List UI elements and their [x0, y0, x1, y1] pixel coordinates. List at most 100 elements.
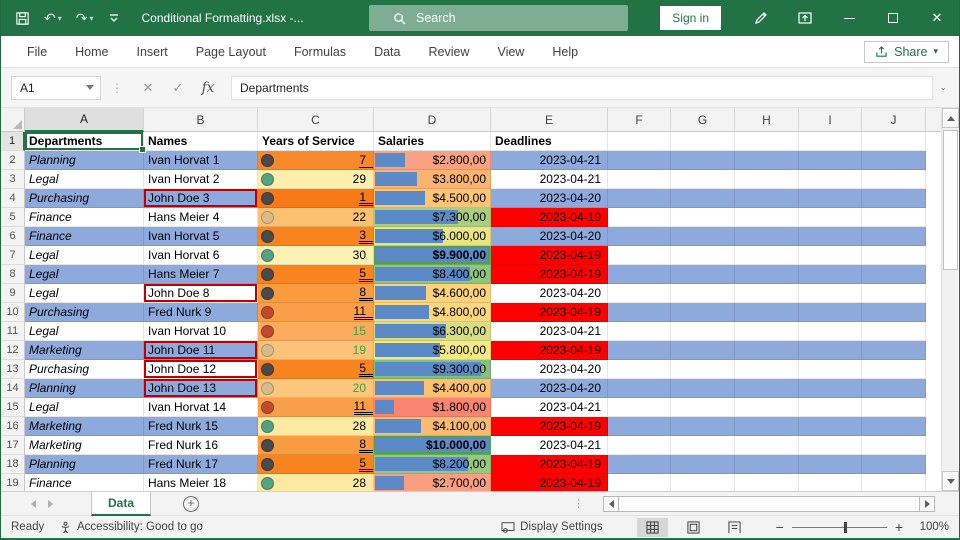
cell-H1[interactable] [735, 132, 799, 151]
name-box[interactable]: A1 [11, 76, 101, 100]
cell-I3[interactable] [799, 170, 862, 189]
cell-E16[interactable]: 2023-04-19 [491, 417, 608, 436]
new-sheet-icon[interactable]: + [183, 496, 199, 512]
row-header-13[interactable]: 13 [1, 360, 25, 379]
cell-H4[interactable] [735, 189, 799, 208]
cell-D13[interactable]: $9.300,00 [374, 360, 491, 379]
cell-C15[interactable]: 11 [258, 398, 374, 417]
row-header-10[interactable]: 10 [1, 303, 25, 322]
cell-I11[interactable] [799, 322, 862, 341]
ribbon-tab-home[interactable]: Home [63, 39, 120, 65]
cell-C3[interactable]: 29 [258, 170, 374, 189]
cell-B15[interactable]: Ivan Horvat 14 [144, 398, 258, 417]
cell-A14[interactable]: Planning [25, 379, 144, 398]
cell-G14[interactable] [671, 379, 735, 398]
cell-F9[interactable] [608, 284, 671, 303]
row-header-16[interactable]: 16 [1, 417, 25, 436]
cell-C16[interactable]: 28 [258, 417, 374, 436]
cell-E19[interactable]: 2023-04-19 [491, 474, 608, 491]
row-header-18[interactable]: 18 [1, 455, 25, 474]
undo-dropdown-icon[interactable]: ▾ [58, 14, 62, 23]
cell-H3[interactable] [735, 170, 799, 189]
cell-I16[interactable] [799, 417, 862, 436]
redo-dropdown-icon[interactable]: ▾ [89, 14, 93, 23]
cell-I13[interactable] [799, 360, 862, 379]
cell-J6[interactable] [862, 227, 926, 246]
cell-A4[interactable]: Purchasing [25, 189, 144, 208]
cell-F8[interactable] [608, 265, 671, 284]
cell-D12[interactable]: $5.800,00 [374, 341, 491, 360]
cell-B5[interactable]: Hans Meier 4 [144, 208, 258, 227]
cell-H7[interactable] [735, 246, 799, 265]
cell-G10[interactable] [671, 303, 735, 322]
cell-I12[interactable] [799, 341, 862, 360]
cell-H5[interactable] [735, 208, 799, 227]
cell-J10[interactable] [862, 303, 926, 322]
cell-I17[interactable] [799, 436, 862, 455]
cell-E17[interactable]: 2023-04-21 [491, 436, 608, 455]
cell-C14[interactable]: 20 [258, 379, 374, 398]
row-header-9[interactable]: 9 [1, 284, 25, 303]
cell-B18[interactable]: Fred Nurk 17 [144, 455, 258, 474]
cell-E8[interactable]: 2023-04-19 [491, 265, 608, 284]
cell-A8[interactable]: Legal [25, 265, 144, 284]
cell-E5[interactable]: 2023-04-19 [491, 208, 608, 227]
column-header-G[interactable]: G [671, 108, 735, 132]
cell-J15[interactable] [862, 398, 926, 417]
cell-H18[interactable] [735, 455, 799, 474]
scroll-right-icon[interactable] [919, 496, 935, 512]
row-header-5[interactable]: 5 [1, 208, 25, 227]
cell-J9[interactable] [862, 284, 926, 303]
cell-B17[interactable]: Fred Nurk 16 [144, 436, 258, 455]
cell-C13[interactable]: 5 [258, 360, 374, 379]
cell-H10[interactable] [735, 303, 799, 322]
cell-B10[interactable]: Fred Nurk 9 [144, 303, 258, 322]
cell-C8[interactable]: 5 [258, 265, 374, 284]
cell-D11[interactable]: $6.300,00 [374, 322, 491, 341]
cell-I15[interactable] [799, 398, 862, 417]
cell-C12[interactable]: 19 [258, 341, 374, 360]
cell-B3[interactable]: Ivan Horvat 2 [144, 170, 258, 189]
cell-C19[interactable]: 28 [258, 474, 374, 491]
cell-G1[interactable] [671, 132, 735, 151]
cell-G17[interactable] [671, 436, 735, 455]
cell-I18[interactable] [799, 455, 862, 474]
cell-H8[interactable] [735, 265, 799, 284]
cell-G6[interactable] [671, 227, 735, 246]
cell-A12[interactable]: Marketing [25, 341, 144, 360]
cell-C7[interactable]: 30 [258, 246, 374, 265]
cell-F17[interactable] [608, 436, 671, 455]
cell-D15[interactable]: $1.800,00 [374, 398, 491, 417]
cell-B6[interactable]: Ivan Horvat 5 [144, 227, 258, 246]
cell-G4[interactable] [671, 189, 735, 208]
customize-quick-access-icon[interactable] [108, 12, 120, 24]
close-button[interactable]: ✕ [915, 0, 959, 36]
scroll-up-icon[interactable] [942, 108, 959, 128]
cell-J8[interactable] [862, 265, 926, 284]
cell-G7[interactable] [671, 246, 735, 265]
cell-I8[interactable] [799, 265, 862, 284]
column-header-I[interactable]: I [799, 108, 862, 132]
cell-F2[interactable] [608, 151, 671, 170]
cell-G2[interactable] [671, 151, 735, 170]
ribbon-tab-insert[interactable]: Insert [125, 39, 180, 65]
cell-E7[interactable]: 2023-04-19 [491, 246, 608, 265]
cell-J5[interactable] [862, 208, 926, 227]
cell-F4[interactable] [608, 189, 671, 208]
cell-B4[interactable]: John Doe 3 [144, 189, 258, 208]
column-header-F[interactable]: F [608, 108, 671, 132]
cell-B8[interactable]: Hans Meier 7 [144, 265, 258, 284]
cell-E1[interactable]: Deadlines [491, 132, 608, 151]
cell-J16[interactable] [862, 417, 926, 436]
ribbon-tab-view[interactable]: View [485, 39, 536, 65]
cell-F1[interactable] [608, 132, 671, 151]
accessibility-status[interactable]: Accessibility: Good to go [59, 521, 203, 534]
cell-G13[interactable] [671, 360, 735, 379]
cell-F12[interactable] [608, 341, 671, 360]
cell-D17[interactable]: $10.000,00 [374, 436, 491, 455]
cell-D14[interactable]: $4.400,00 [374, 379, 491, 398]
cell-A11[interactable]: Legal [25, 322, 144, 341]
horizontal-scrollbar[interactable] [603, 496, 935, 512]
scroll-down-icon[interactable] [942, 471, 959, 491]
cell-D18[interactable]: $8.200,00 [374, 455, 491, 474]
